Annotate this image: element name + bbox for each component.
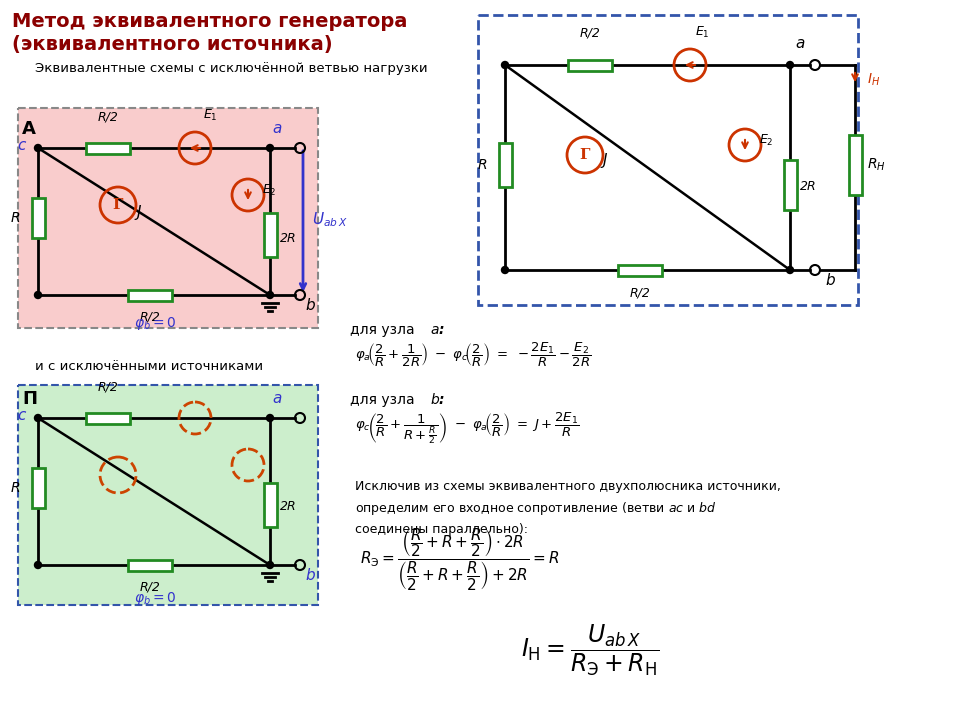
Text: $b$:: $b$: bbox=[430, 392, 445, 408]
Text: $R_Н$: $R_Н$ bbox=[867, 157, 886, 174]
Text: $\varphi_c\!\left(\dfrac{2}{R}+\dfrac{1}{R+\frac{R}{2}}\right)$$\ -\ \varphi_a\!: $\varphi_c\!\left(\dfrac{2}{R}+\dfrac{1}… bbox=[355, 410, 580, 446]
Circle shape bbox=[786, 266, 794, 274]
Circle shape bbox=[267, 562, 274, 569]
Bar bbox=[784, 160, 797, 210]
Text: a: a bbox=[795, 36, 804, 51]
Text: $\varphi_a\!\left(\dfrac{2}{R}+\dfrac{1}{2R}\right)$$\ -\ \varphi_c\!\left(\dfra: $\varphi_a\!\left(\dfrac{2}{R}+\dfrac{1}… bbox=[355, 341, 591, 369]
Text: c: c bbox=[17, 138, 26, 153]
Text: Эквивалентные схемы с исключённой ветвью нагрузки: Эквивалентные схемы с исключённой ветвью… bbox=[35, 62, 427, 75]
Text: $E_2$: $E_2$ bbox=[262, 182, 276, 197]
Text: $U_{ab\,X}$: $U_{ab\,X}$ bbox=[312, 211, 348, 230]
Bar bbox=[264, 483, 277, 527]
Circle shape bbox=[267, 415, 274, 421]
Text: b: b bbox=[305, 568, 315, 583]
Bar bbox=[32, 198, 45, 238]
FancyBboxPatch shape bbox=[478, 15, 858, 305]
Text: b: b bbox=[305, 298, 315, 313]
Text: 2R: 2R bbox=[800, 181, 817, 194]
Text: (эквивалентного источника): (эквивалентного источника) bbox=[12, 35, 332, 54]
Circle shape bbox=[35, 292, 41, 299]
Text: R/2: R/2 bbox=[630, 286, 651, 299]
Text: R: R bbox=[11, 481, 20, 495]
Text: для узла: для узла bbox=[350, 323, 419, 337]
Text: R/2: R/2 bbox=[98, 110, 118, 123]
Text: $I_Н$: $I_Н$ bbox=[867, 72, 880, 89]
Text: для узла: для узла bbox=[350, 393, 419, 407]
Text: Метод эквивалентного генератора: Метод эквивалентного генератора bbox=[12, 12, 407, 31]
Text: 2R: 2R bbox=[280, 232, 297, 245]
Text: J: J bbox=[136, 205, 140, 220]
Bar bbox=[128, 560, 172, 571]
Text: R/2: R/2 bbox=[580, 27, 600, 40]
Bar bbox=[618, 265, 662, 276]
Bar bbox=[32, 468, 45, 508]
Text: J: J bbox=[603, 153, 608, 168]
Bar bbox=[264, 213, 277, 257]
Text: R: R bbox=[477, 158, 487, 172]
Text: $I_{\mathsf{Н}} = \dfrac{U_{ab\,X}}{R_{\mathsf{Э}}+R_{\mathsf{Н}}}$: $I_{\mathsf{Н}} = \dfrac{U_{ab\,X}}{R_{\… bbox=[521, 622, 660, 678]
Bar bbox=[128, 290, 172, 301]
Text: Г: Г bbox=[580, 148, 590, 162]
Bar bbox=[86, 143, 130, 154]
Text: a: a bbox=[272, 121, 281, 136]
Bar bbox=[86, 413, 130, 424]
Circle shape bbox=[35, 145, 41, 151]
Circle shape bbox=[501, 61, 509, 68]
Text: R/2: R/2 bbox=[98, 380, 118, 393]
Text: $E_1$: $E_1$ bbox=[695, 25, 709, 40]
Bar bbox=[499, 143, 512, 187]
Text: $R_{\mathsf{Э}} = \dfrac{\left(\dfrac{R}{2}+R+\dfrac{R}{2}\right)\cdot 2R}{\left: $R_{\mathsf{Э}} = \dfrac{\left(\dfrac{R}… bbox=[360, 526, 559, 593]
Text: 2R: 2R bbox=[280, 500, 297, 513]
Text: R/2: R/2 bbox=[139, 581, 160, 594]
Text: и с исключёнными источниками: и с исключёнными источниками bbox=[35, 360, 263, 373]
Circle shape bbox=[267, 292, 274, 299]
Text: $\varphi_b = 0$: $\varphi_b = 0$ bbox=[133, 590, 177, 607]
Text: R/2: R/2 bbox=[139, 311, 160, 324]
Circle shape bbox=[501, 266, 509, 274]
Circle shape bbox=[786, 61, 794, 68]
FancyBboxPatch shape bbox=[18, 108, 318, 328]
Circle shape bbox=[35, 562, 41, 569]
Text: $a$:: $a$: bbox=[430, 323, 445, 337]
Circle shape bbox=[267, 145, 274, 151]
Text: c: c bbox=[17, 408, 26, 423]
Text: a: a bbox=[272, 391, 281, 406]
Text: $E_2$: $E_2$ bbox=[759, 132, 774, 148]
Text: $E_1$: $E_1$ bbox=[203, 108, 218, 123]
Text: b: b bbox=[825, 273, 834, 288]
Text: А: А bbox=[22, 120, 36, 138]
Text: П: П bbox=[22, 390, 37, 408]
Text: Исключив из схемы эквивалентного двухполюсника источники,
определим его входное : Исключив из схемы эквивалентного двухпол… bbox=[355, 480, 780, 536]
Bar bbox=[568, 60, 612, 71]
Bar bbox=[849, 135, 862, 195]
Text: $\varphi_b = 0$: $\varphi_b = 0$ bbox=[133, 315, 177, 332]
Text: Г: Г bbox=[112, 198, 123, 212]
Circle shape bbox=[35, 415, 41, 421]
FancyBboxPatch shape bbox=[18, 385, 318, 605]
Text: R: R bbox=[11, 211, 20, 225]
